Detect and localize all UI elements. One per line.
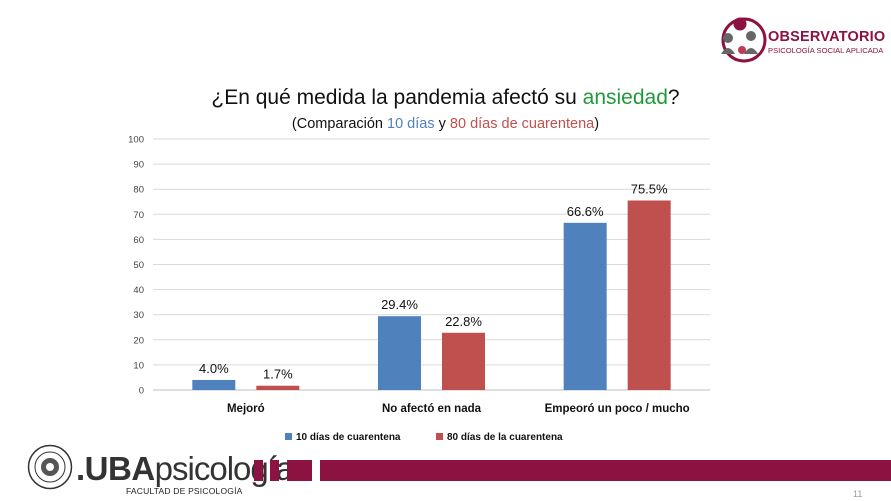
observatorio-logo: OBSERVATORIO PSICOLOGÍA SOCIAL APLICADA (718, 14, 888, 70)
y-tick-label: 30 (133, 310, 144, 321)
bar (563, 222, 607, 390)
data-label: 1.7% (263, 367, 293, 382)
y-tick-label: 70 (133, 210, 144, 221)
logo-title: OBSERVATORIO (768, 29, 886, 45)
faculty-name: FACULTAD DE PSICOLOGÍA (126, 486, 243, 496)
subtitle-mid: y (434, 116, 450, 132)
y-tick-label: 80 (133, 185, 144, 196)
y-tick-label: 20 (133, 335, 144, 346)
legend-label: 80 días de la cuarentena (447, 432, 563, 443)
chart-subtitle: (Comparación 10 días y 80 días de cuaren… (0, 116, 891, 132)
university-seal-icon (27, 444, 73, 490)
data-label: 75.5% (631, 181, 668, 196)
chart-title-suffix: ? (667, 86, 680, 109)
logo-subtitle: PSICOLOGÍA SOCIAL APLICADA (768, 46, 884, 55)
legend-swatch (436, 433, 443, 440)
subtitle-series-2: 80 días de cuarentena (449, 116, 595, 132)
bar (378, 316, 421, 390)
subtitle-suffix: ) (594, 116, 600, 132)
footer-band (320, 460, 891, 481)
footer-stripe-2 (270, 460, 279, 481)
y-tick-label: 50 (133, 260, 144, 271)
y-tick-label: 100 (128, 135, 144, 146)
bar (442, 332, 485, 390)
y-tick-label: 0 (139, 386, 144, 397)
data-label: 66.6% (567, 204, 604, 219)
x-tick-label: No afectó en nada (382, 403, 482, 415)
bar (192, 379, 236, 390)
x-tick-label: Empeoró un poco / mucho (545, 403, 690, 415)
y-tick-label: 10 (133, 360, 144, 371)
people-logo-icon (721, 17, 767, 63)
chart-title: ¿En qué medida la pandemia afectó su ans… (0, 86, 891, 110)
bar-chart: 0 10 20 30 40 50 60 70 80 90 100 4.0% 1.7% Mejoró 29.4… (128, 135, 710, 443)
footer (0, 440, 891, 501)
x-tick-label: Mejoró (227, 403, 265, 415)
data-label: 22.8% (445, 314, 482, 329)
bar (627, 200, 671, 390)
data-label: 29.4% (381, 297, 418, 312)
footer-stripe-3 (287, 460, 312, 481)
subtitle-series-1: 10 días (387, 116, 435, 132)
legend-label: 10 días de cuarentena (296, 432, 401, 443)
y-tick-label: 90 (133, 160, 144, 171)
y-tick-label: 40 (133, 285, 144, 296)
page-number: 11 (853, 489, 863, 499)
footer-stripe-1 (254, 460, 263, 481)
y-tick-label: 60 (133, 235, 144, 246)
legend-swatch (285, 433, 292, 440)
chart-title-keyword: ansiedad (582, 86, 668, 109)
chart-title-prefix: ¿En qué medida la pandemia afectó su (211, 86, 583, 109)
subtitle-prefix: (Comparación (291, 116, 388, 132)
bar (256, 385, 300, 390)
uba-brand-bold: .UBA (76, 450, 155, 487)
data-label: 4.0% (199, 361, 229, 376)
